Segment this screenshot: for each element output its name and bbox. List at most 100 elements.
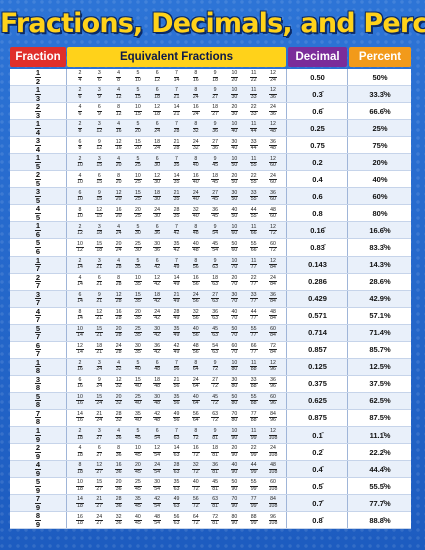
numerator: 6 — [96, 172, 102, 180]
denominator: 45 — [135, 519, 141, 526]
equivalent-fraction: 7 42 — [170, 222, 184, 238]
denominator: 77 — [250, 298, 257, 305]
equivalent-fraction: 55 99 — [247, 478, 261, 494]
numerator: 12 — [153, 104, 162, 112]
percent-cell: 80% — [349, 205, 411, 221]
numerator: 22 — [249, 172, 258, 180]
denominator: 8 — [35, 366, 41, 376]
numerator: 15 — [95, 240, 104, 248]
numerator: 5 — [34, 238, 42, 248]
equivalent-fraction: 8 20 — [112, 171, 126, 187]
equivalent-fraction: 88 99 — [247, 512, 261, 528]
decimal-cell: 0.4 — [288, 171, 348, 188]
denominator: 14 — [77, 332, 83, 339]
numerator: 3 — [34, 187, 42, 197]
percent-value: 85.7% — [369, 345, 391, 355]
equivalent-fraction: 48 54 — [150, 512, 164, 528]
equivalent-fraction: 50 60 — [227, 239, 241, 255]
denominator: 72 — [192, 451, 199, 458]
numerator: 14 — [172, 274, 181, 283]
decimal-value: 0.8 — [312, 208, 323, 218]
numerator: 18 — [95, 343, 104, 351]
numerator: 21 — [95, 411, 104, 419]
numerator: 14 — [172, 172, 181, 180]
denominator: 88 — [250, 383, 257, 390]
numerator: 55 — [249, 326, 258, 334]
denominator: 42 — [173, 246, 180, 253]
numerator: 20 — [114, 240, 123, 248]
denominator: 4 — [78, 76, 82, 83]
equivalent-fraction: 9 72 — [208, 359, 222, 375]
percent-cell: 28.6% — [349, 274, 411, 290]
numerator: 36 — [269, 189, 277, 197]
numerator: 33 — [249, 138, 258, 146]
decimal-value: 0.1̄ — [312, 430, 323, 440]
equivalent-fraction: 11 33 — [247, 86, 261, 102]
denominator: 32 — [115, 383, 122, 390]
denominator: 45 — [135, 502, 141, 509]
equivalent-fractions-cell: 10 18 15 27 20 36 25 45 30 54 35 63 40 72 45 81 50 90 55 99… — [67, 478, 287, 495]
denominator: 36 — [115, 485, 122, 492]
denominator: 66 — [250, 246, 257, 253]
numerator: 15 — [134, 138, 142, 146]
fraction-header: Fraction — [10, 47, 66, 67]
numerator: 18 — [153, 189, 162, 197]
equivalent-fraction: 7 35 — [170, 154, 184, 170]
equivalent-fraction: 5 20 — [131, 120, 145, 136]
equivalent-fraction: 60 70 — [227, 342, 241, 358]
equivalent-fractions-cell: 6 14 9 21 12 28 15 35 18 42 21 49 24 56 27 63 30 70 33 77 36… — [67, 290, 287, 307]
denominator: 72 — [192, 434, 199, 441]
numerator: 8 — [116, 274, 122, 283]
equivalent-fraction: 22 99 — [247, 444, 261, 460]
numerator: 18 — [153, 138, 162, 146]
numerator: 45 — [211, 479, 219, 487]
numerator: 44 — [249, 206, 258, 214]
numerator: 2 — [77, 70, 83, 78]
denominator: 27 — [96, 502, 103, 509]
numerator: 8 — [193, 428, 199, 436]
equivalent-fraction: 40 70 — [227, 308, 241, 324]
decimal-cell: 0.714 — [288, 324, 348, 341]
denominator: 35 — [135, 332, 141, 339]
denominator: 36 — [115, 434, 122, 441]
denominator: 63 — [212, 298, 218, 305]
numerator: 10 — [76, 326, 84, 334]
denominator: 27 — [96, 519, 103, 526]
denominator: 7 — [35, 315, 41, 325]
equivalent-fraction: 18 24 — [150, 137, 164, 153]
equivalent-fraction: 18 27 — [208, 103, 222, 119]
numerator: 50 — [230, 240, 239, 248]
decimal-cell: 0.875 — [288, 409, 348, 426]
numerator: 27 — [211, 138, 219, 146]
denominator: 25 — [135, 195, 141, 202]
numerator: 10 — [134, 104, 142, 112]
equivalent-fraction: 11 55 — [247, 154, 261, 170]
percent-cell: 42.9% — [349, 291, 411, 307]
numerator: 28 — [172, 462, 181, 470]
equivalent-fraction: 36 63 — [208, 308, 222, 324]
numerator: 42 — [153, 411, 162, 419]
table-row: 3 8 6 16 9 24 12 32 15 40 18 48 21 56 24 64 27 72 30 80 33 88… — [10, 376, 411, 393]
equivalent-fraction: 6 21 — [92, 274, 106, 290]
numerator: 2 — [77, 87, 83, 95]
numerator: 14 — [76, 411, 84, 419]
numerator: 16 — [191, 274, 200, 283]
equivalent-fraction: 6 24 — [150, 120, 164, 136]
numerator: 60 — [269, 479, 277, 487]
denominator: 63 — [173, 519, 180, 526]
decimal-value: 0.2 — [312, 157, 323, 167]
denominator: 90 — [231, 468, 238, 475]
denominator: 4 — [35, 127, 41, 137]
table-row: 8 9 16 18 24 27 32 36 40 45 48 54 56 63 64 72 72 81 80 90 88… — [10, 512, 411, 530]
decimal-cell: 0.50 — [288, 69, 348, 86]
denominator: 60 — [270, 212, 276, 219]
denominator: 54 — [154, 468, 161, 475]
numerator: 36 — [269, 291, 277, 300]
